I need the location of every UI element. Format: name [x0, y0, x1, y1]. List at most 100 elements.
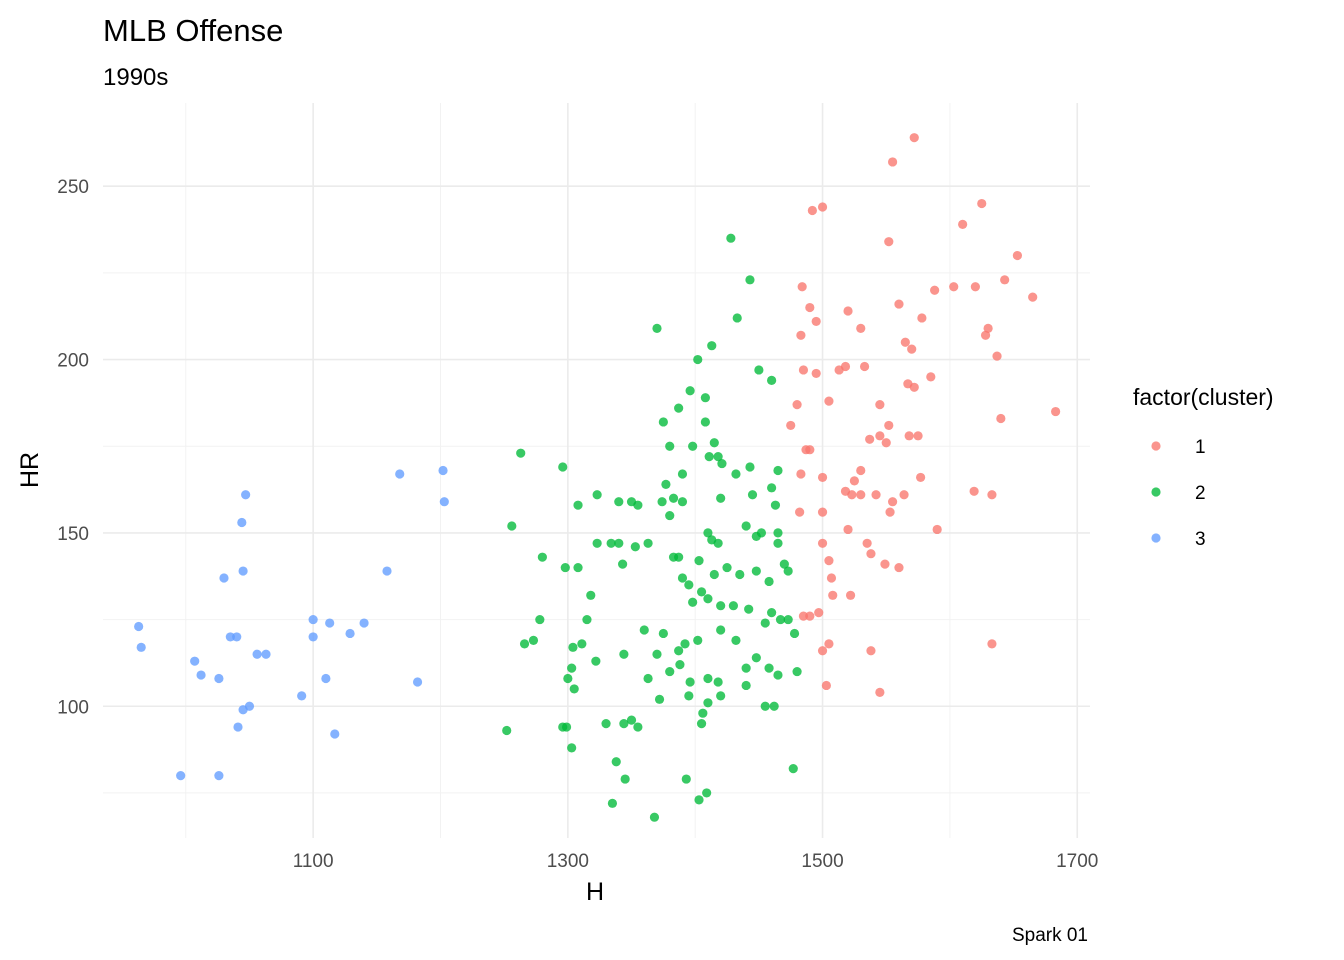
data-point-cluster-2 [773, 538, 783, 548]
data-point-cluster-2 [722, 562, 732, 573]
data-point-cluster-2 [700, 417, 710, 427]
data-point-cluster-2 [703, 528, 713, 538]
data-point-cluster-2 [728, 601, 739, 611]
data-point-cluster-2 [769, 701, 779, 711]
y-tick-label: 150 [57, 524, 89, 545]
data-point-cluster-2 [696, 587, 707, 597]
data-point-cluster-1 [817, 538, 828, 548]
data-point-cluster-1 [888, 497, 898, 507]
data-point-cluster-2 [643, 673, 653, 684]
data-point-cluster-2 [573, 500, 583, 510]
data-point-cluster-1 [969, 486, 979, 496]
data-point-cluster-3 [176, 770, 186, 781]
data-point-cluster-1 [1028, 292, 1038, 302]
data-point-cluster-2 [741, 521, 751, 531]
data-point-cluster-1 [843, 306, 853, 316]
x-tick-label: 1500 [801, 851, 843, 872]
data-point-cluster-1 [792, 400, 802, 410]
legend-items: 1 2 3 [1151, 437, 1206, 550]
data-point-cluster-2 [764, 663, 774, 673]
data-point-cluster-2 [700, 393, 710, 403]
data-point-cluster-2 [726, 233, 736, 243]
data-point-cluster-2 [713, 452, 723, 462]
data-point-cluster-1 [970, 282, 980, 292]
data-point-cluster-2 [783, 614, 793, 625]
data-point-cluster-2 [639, 625, 649, 635]
data-point-cluster-3 [232, 632, 242, 642]
y-tick-label: 200 [57, 351, 89, 372]
data-point-cluster-2 [741, 663, 751, 673]
data-point-cluster-2 [535, 614, 545, 625]
data-point-cluster-3 [134, 621, 144, 632]
data-point-cluster-3 [214, 770, 224, 781]
data-point-cluster-3 [439, 497, 449, 507]
data-point-cluster-1 [907, 344, 917, 354]
legend-key-3 [1151, 533, 1161, 543]
x-axis-ticks: 1100 1300 1500 1700 [293, 851, 1099, 872]
data-point-cluster-1 [824, 639, 834, 649]
data-point-cluster-2 [674, 646, 684, 656]
data-point-cluster-1 [1051, 406, 1061, 417]
data-point-cluster-1 [900, 337, 910, 347]
data-point-cluster-2 [717, 458, 727, 469]
data-point-cluster-3 [219, 573, 229, 583]
data-point-cluster-2 [614, 538, 624, 548]
data-point-cluster-2 [601, 718, 611, 729]
data-point-cluster-2 [560, 562, 570, 573]
data-point-cluster-2 [694, 795, 704, 805]
data-point-cluster-1 [796, 330, 806, 340]
data-point-cluster-2 [684, 691, 694, 701]
data-point-cluster-2 [677, 497, 688, 507]
data-point-cluster-2 [654, 694, 665, 704]
data-point-cluster-2 [606, 538, 616, 548]
data-point-cluster-1 [884, 237, 894, 247]
data-point-cluster-1 [795, 507, 805, 517]
data-point-cluster-2 [619, 649, 629, 659]
data-point-cluster-1 [797, 282, 807, 292]
data-point-cluster-2 [685, 386, 695, 396]
data-point-cluster-2 [688, 441, 698, 451]
data-point-cluster-3 [308, 614, 318, 625]
data-point-cluster-3 [238, 566, 248, 576]
data-point-cluster-1 [796, 469, 806, 479]
data-point-cluster-2 [620, 774, 630, 784]
data-point-cluster-2 [760, 701, 770, 711]
data-point-cluster-1 [926, 372, 936, 382]
data-point-cluster-1 [866, 549, 876, 559]
data-point-cluster-2 [643, 538, 653, 548]
data-point-cluster-2 [573, 562, 583, 573]
data-point-cluster-2 [652, 323, 662, 333]
data-point-cluster-3 [325, 618, 335, 628]
data-point-cluster-2 [684, 580, 694, 590]
data-point-cluster-2 [709, 569, 719, 580]
data-point-cluster-2 [788, 764, 798, 774]
data-point-cluster-2 [668, 493, 679, 503]
gridlines [103, 103, 1090, 838]
data-point-cluster-2 [731, 635, 741, 645]
data-point-cluster-2 [703, 594, 713, 604]
data-point-cluster-2 [731, 469, 741, 479]
data-point-cluster-1 [817, 507, 828, 517]
data-point-cluster-1 [987, 490, 997, 500]
data-points [134, 133, 1061, 822]
data-point-cluster-1 [909, 382, 919, 392]
data-point-cluster-2 [696, 718, 707, 729]
data-point-cluster-2 [716, 625, 726, 635]
data-point-cluster-2 [716, 601, 726, 611]
data-point-cluster-2 [674, 403, 684, 413]
data-point-cluster-2 [741, 680, 751, 691]
data-point-cluster-2 [528, 635, 539, 645]
data-point-cluster-2 [694, 556, 704, 566]
data-point-cluster-2 [507, 521, 517, 531]
data-point-cluster-3 [395, 469, 405, 479]
data-point-cluster-1 [811, 368, 821, 379]
data-point-cluster-2 [614, 497, 624, 507]
data-point-cluster-1 [865, 434, 875, 444]
data-point-cluster-3 [241, 490, 251, 500]
data-point-cluster-1 [849, 476, 859, 486]
data-point-cluster-1 [880, 559, 890, 569]
data-point-cluster-2 [688, 597, 698, 607]
legend-label-1: 1 [1195, 437, 1206, 458]
data-point-cluster-2 [569, 684, 579, 694]
legend-label-3: 3 [1195, 529, 1206, 550]
